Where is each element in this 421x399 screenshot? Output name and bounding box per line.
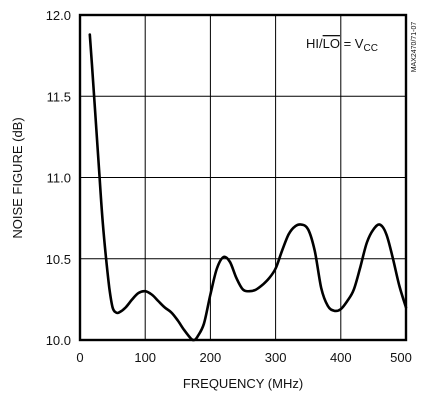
x-tick-label: 400	[330, 350, 352, 365]
annotation-overbar-lo: LO	[323, 36, 340, 51]
y-tick-label: 11.0	[47, 171, 71, 186]
y-axis-label: NOISE FIGURE (dB)	[10, 117, 25, 238]
x-tick-label: 200	[200, 350, 222, 365]
condition-annotation: HI/LO = VCC	[306, 36, 378, 54]
grid	[80, 15, 406, 340]
x-axis-label: FREQUENCY (MHz)	[183, 376, 303, 391]
annotation-prefix: HI/	[306, 36, 323, 51]
annotation-subscript: CC	[363, 43, 377, 54]
figure-id: MAX2470/71-07	[411, 22, 418, 73]
y-tick-label: 10.5	[46, 252, 71, 267]
series-line	[88, 33, 408, 342]
x-tick-label: 300	[265, 350, 287, 365]
y-tick-label: 12.0	[46, 8, 71, 23]
x-tick-label: 100	[134, 350, 156, 365]
plot-frame	[78, 13, 408, 342]
y-tick-label: 11.5	[47, 89, 71, 104]
y-tick-labels: 10.0 10.5 11.0 11.5 12.0	[46, 8, 71, 348]
x-tick-label: 500	[390, 350, 412, 365]
x-tick-labels: 0 100 200 300 400 500	[76, 350, 411, 365]
annotation-equals: = V	[340, 36, 364, 51]
x-tick-label: 0	[76, 350, 83, 365]
y-tick-label: 10.0	[46, 333, 71, 348]
